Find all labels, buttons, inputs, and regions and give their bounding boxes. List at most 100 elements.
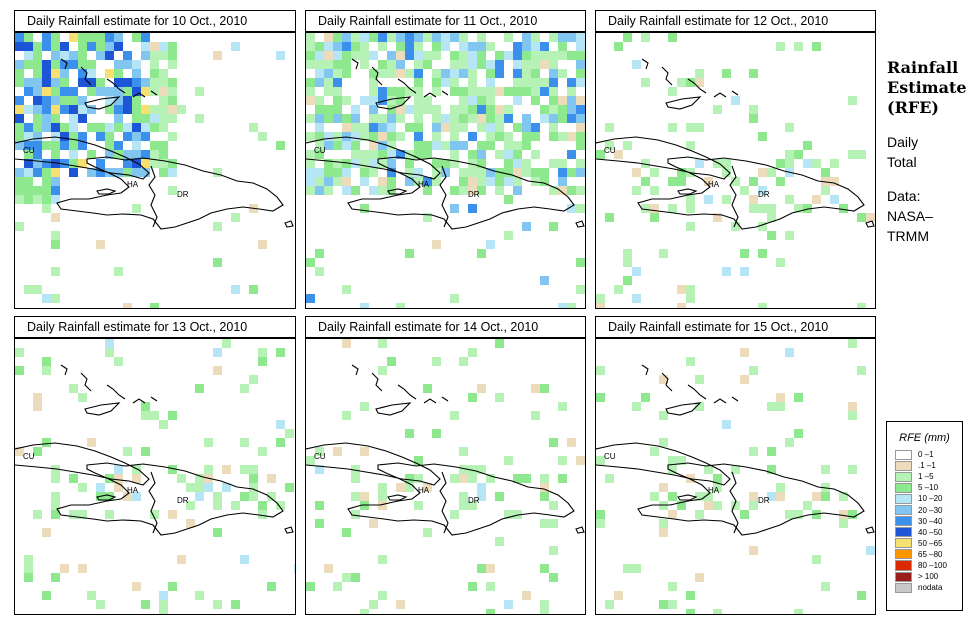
rain-cell	[596, 519, 605, 528]
rain-cell	[558, 303, 567, 308]
rain-cell	[549, 573, 558, 582]
rain-cell	[704, 465, 713, 474]
rain-cell	[33, 186, 42, 195]
rain-cell	[659, 600, 668, 609]
rain-cell	[522, 159, 531, 168]
rain-cell	[42, 69, 51, 78]
rain-cell	[33, 285, 42, 294]
rain-cell	[504, 114, 513, 123]
rain-cell	[369, 186, 378, 195]
rain-cell	[641, 393, 650, 402]
rain-cell	[776, 492, 785, 501]
rain-cell	[369, 78, 378, 87]
rain-cell	[123, 132, 132, 141]
rain-cell	[605, 600, 614, 609]
rain-cell	[69, 51, 78, 60]
rain-cell	[767, 492, 776, 501]
rain-cell	[432, 429, 441, 438]
rain-cell	[549, 78, 558, 87]
rain-cell	[351, 105, 360, 114]
legend-label: 50 –65	[918, 538, 943, 548]
rain-cell	[567, 132, 576, 141]
rain-cell	[132, 123, 141, 132]
rain-cell	[141, 411, 150, 420]
rain-cell	[839, 510, 848, 519]
rain-cell	[78, 42, 87, 51]
rain-cell	[306, 258, 315, 267]
rain-cell	[549, 546, 558, 555]
rain-cell	[558, 96, 567, 105]
rain-cell	[168, 159, 177, 168]
map-panel-6: Daily Rainfall estimate for 15 Oct., 201…	[595, 316, 876, 615]
rain-cell	[96, 132, 105, 141]
coastline	[56, 156, 284, 230]
rain-cell	[105, 339, 114, 348]
coastline	[637, 462, 865, 536]
panel-title: Daily Rainfall estimate for 10 Oct., 201…	[14, 10, 296, 32]
coastline	[84, 402, 121, 416]
rain-cell	[477, 465, 486, 474]
rain-cell	[540, 60, 549, 69]
rain-cell	[722, 168, 731, 177]
coastline	[347, 462, 575, 536]
rain-cell	[342, 573, 351, 582]
rain-cell	[51, 213, 60, 222]
rain-cell	[695, 402, 704, 411]
country-label-dominican_republic: DR	[177, 496, 189, 505]
rain-cell	[168, 132, 177, 141]
rain-cell	[596, 303, 605, 308]
legend-item: 40 –50	[895, 527, 962, 538]
rain-cell	[857, 591, 866, 600]
coastline	[865, 526, 875, 534]
rain-cell	[159, 168, 168, 177]
source-line: NASA–	[887, 208, 933, 224]
rain-cell	[195, 114, 204, 123]
rain-cell	[240, 465, 249, 474]
rain-cell	[576, 123, 585, 132]
rain-cell	[276, 420, 285, 429]
rain-cell	[785, 123, 794, 132]
rain-cell	[468, 186, 477, 195]
rain-cell	[504, 33, 513, 42]
rain-cell	[686, 195, 695, 204]
rain-cell	[141, 168, 150, 177]
country-label-cuba: CU	[604, 452, 616, 461]
rain-cell	[459, 447, 468, 456]
rain-cell	[650, 204, 659, 213]
rain-cell	[105, 42, 114, 51]
rain-cell	[549, 132, 558, 141]
rain-cell	[213, 600, 222, 609]
legend-swatch	[895, 549, 912, 560]
rain-cell	[641, 204, 650, 213]
rain-cell	[405, 249, 414, 258]
rain-cell	[24, 177, 33, 186]
rain-cell	[830, 177, 839, 186]
rain-cell	[87, 150, 96, 159]
rain-cell	[69, 150, 78, 159]
rain-cell	[468, 474, 477, 483]
rain-cell	[132, 105, 141, 114]
rain-cell	[60, 78, 69, 87]
rain-cell	[306, 87, 315, 96]
rain-cell	[468, 204, 477, 213]
rain-cell	[387, 87, 396, 96]
side-title-line: Estimate	[887, 78, 967, 97]
rain-cell	[641, 33, 650, 42]
rain-cell	[114, 483, 123, 492]
rain-cell	[378, 492, 387, 501]
rain-cell	[306, 60, 315, 69]
rain-cell	[504, 105, 513, 114]
rain-cell	[605, 141, 614, 150]
rain-cell	[785, 150, 794, 159]
country-label-dominican_republic: DR	[758, 190, 770, 199]
rain-cell	[686, 141, 695, 150]
rain-cell	[450, 60, 459, 69]
rain-cell	[231, 213, 240, 222]
rain-cell	[848, 465, 857, 474]
rain-cell	[378, 483, 387, 492]
rain-cell	[848, 150, 857, 159]
rain-cell	[576, 168, 585, 177]
rain-cell	[369, 96, 378, 105]
rain-cell	[576, 78, 585, 87]
rain-cell	[78, 96, 87, 105]
